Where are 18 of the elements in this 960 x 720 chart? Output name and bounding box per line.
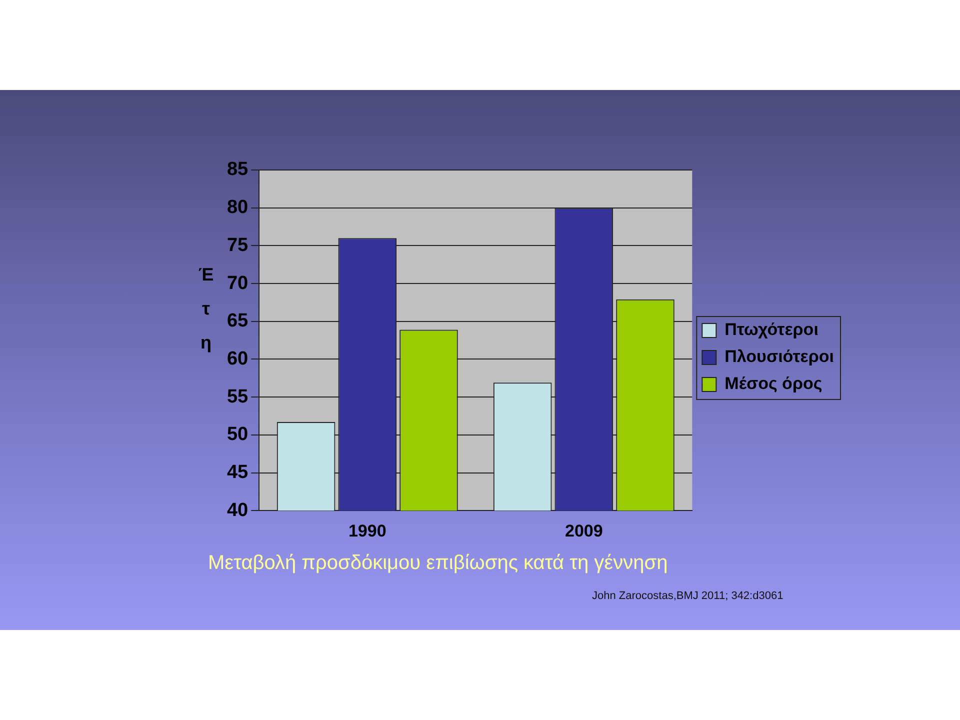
- legend-label: Μέσος όρος: [724, 374, 822, 394]
- y-tick-label: 50: [226, 424, 248, 446]
- x-tick-label: 2009: [564, 521, 603, 540]
- y-axis-title: Έτη: [198, 264, 214, 352]
- y-tick-label: 55: [226, 386, 249, 408]
- y-tick-label: 65: [226, 310, 249, 332]
- text: John Zarocostas,BMJ 2011; 342:d3061: [592, 590, 784, 602]
- legend-label: Πτωχότεροι: [724, 320, 819, 340]
- y-tick-label: 60: [226, 348, 248, 370]
- y-tick-label: 75: [226, 234, 249, 256]
- y-tick-label: 80: [226, 197, 248, 218]
- legend-label: Πλουσιότεροι: [724, 347, 834, 366]
- y-tick-label: 45: [226, 462, 249, 483]
- x-tick-label: 1990: [348, 521, 386, 540]
- y-tick-label: 40: [226, 500, 248, 521]
- y-tick-label: 70: [226, 272, 248, 294]
- y-tick-label: 85: [226, 159, 249, 180]
- text: Μεταβολή προσδόκιμου επιβίωσης κατά τη γέννηση: [208, 552, 668, 575]
